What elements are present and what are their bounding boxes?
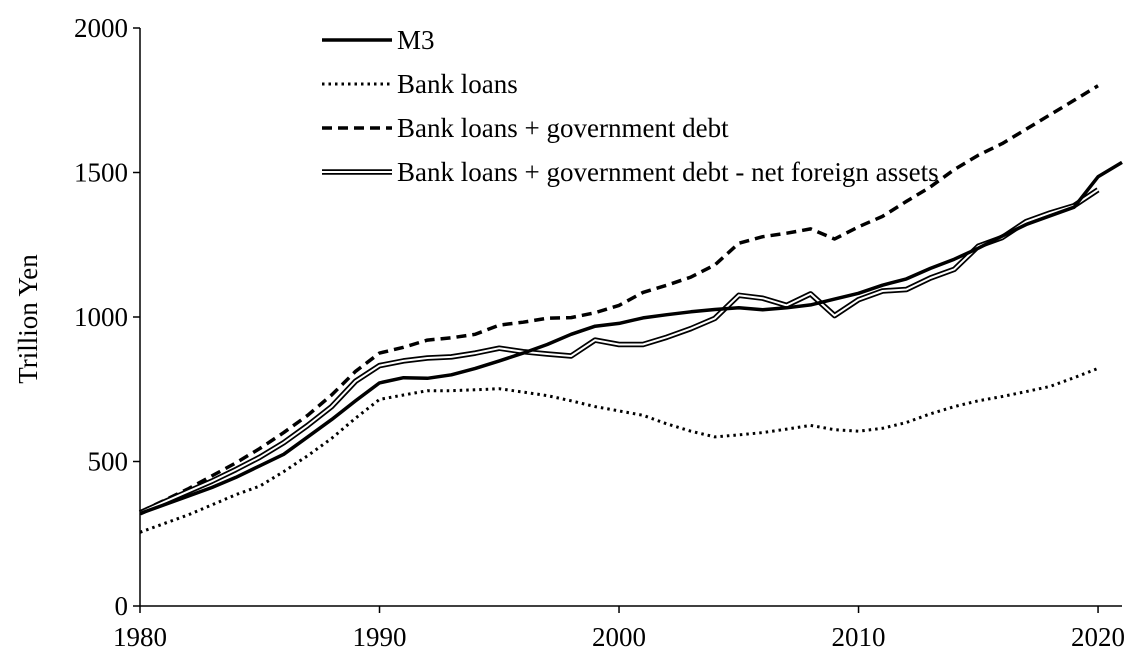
x-tick-label: 2020 [1071,622,1125,652]
x-tick-label: 1990 [353,622,407,652]
series-line-bank-loans-government-debt-net-foreign-assets-outer [138,187,1100,516]
series-line-bank-loans-government-debt-net-foreign-assets-inner [139,188,1099,514]
series-line-m3 [139,160,1123,516]
x-tick-label: 1980 [113,622,167,652]
series-line-bank-loans-government-debt-net-foreign-assets [138,187,1100,516]
x-tick-label: 2010 [832,622,886,652]
y-tick-label: 1500 [74,158,128,188]
axes [133,27,1122,613]
tick-labels: 0 500 1000 1500 2000 1980 1990 2000 2010 2020 [74,13,1125,652]
y-tick-label: 2000 [74,13,128,43]
y-tick-label: 1000 [74,302,128,332]
series-line-bank-loans [139,367,1099,534]
series-line-bank-loans-government-debt [139,84,1099,514]
legend-item-bank-loans-government-debt: Bank loans + government debt [322,113,729,143]
legend-label: Bank loans [397,69,518,99]
legend-item-bank-loans-government-debt-net-foreign-assets: Bank loans + government debt - net forei… [322,157,939,187]
legend: M3 Bank loans Bank loans + government debt… [322,25,939,187]
x-tick-label: 2000 [592,622,646,652]
series-lines [138,84,1123,534]
legend-label: Bank loans + government debt [397,113,729,143]
legend-label: M3 [397,25,435,55]
legend-item-bank-loans: Bank loans [322,69,518,99]
legend-label: Bank loans + government debt - net forei… [397,157,939,187]
y-tick-label: 500 [88,447,129,477]
y-tick-label: 0 [115,591,129,621]
legend-item-m3: M3 [322,25,435,55]
y-axis-title: Trillion Yen [13,254,43,384]
